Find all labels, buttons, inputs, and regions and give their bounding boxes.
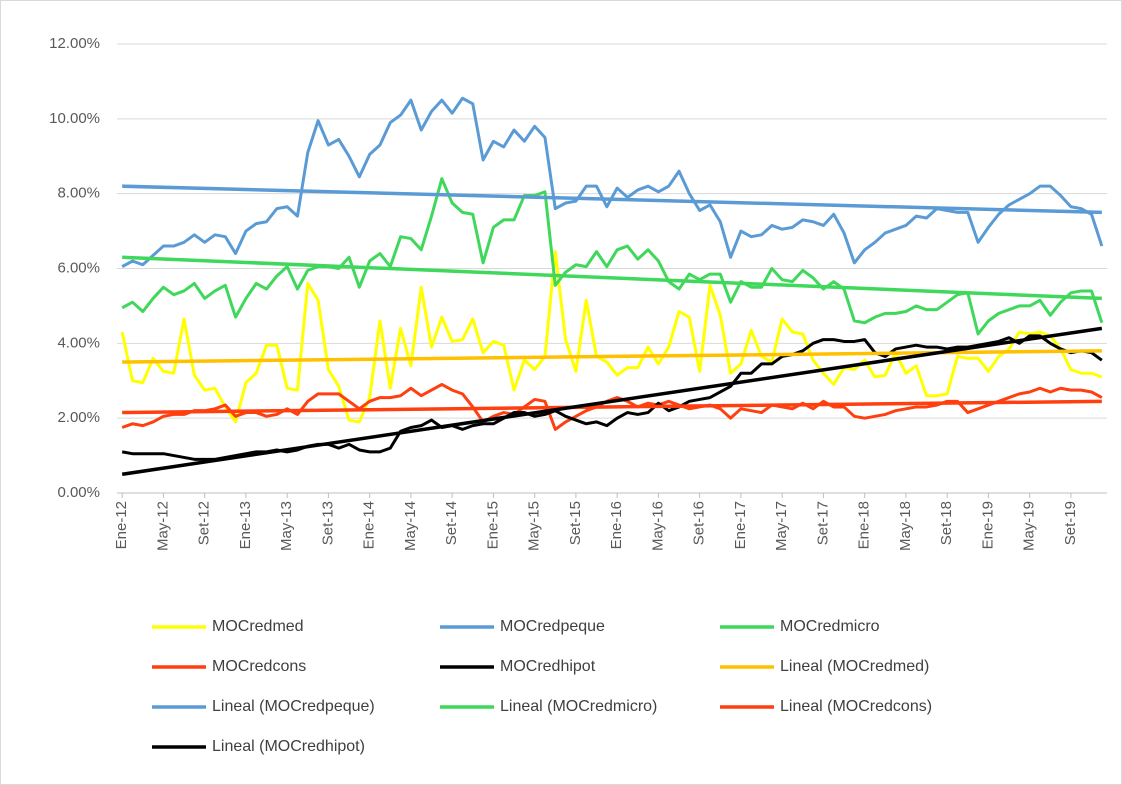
x-tick-label: May-15 <box>526 501 543 551</box>
x-tick-label: Set-18 <box>938 501 955 545</box>
trend-line <box>122 255 1102 301</box>
legend-label: MOCredpeque <box>500 618 605 635</box>
trend-line <box>122 184 1102 215</box>
legend-label: Lineal (MOCredpeque) <box>212 698 375 715</box>
x-tick-label: Ene-17 <box>732 501 749 549</box>
legend-label: MOCredmicro <box>780 618 880 635</box>
y-tick-label: 12.00% <box>49 35 100 52</box>
legend: MOCredmed MOCredpeque MOCredmicro MOCredcon… <box>152 618 932 755</box>
legend-label: Lineal (MOCredhipot) <box>212 738 365 755</box>
x-tick-label: May-12 <box>154 501 171 551</box>
x-tick-label: Ene-12 <box>113 501 130 549</box>
x-tick-label: Ene-15 <box>484 501 501 549</box>
x-tick-label: Ene-16 <box>608 501 625 549</box>
x-tick-label: Set-16 <box>691 501 708 545</box>
x-tick-label: Set-12 <box>196 501 213 545</box>
y-tick-label: 6.00% <box>57 259 100 276</box>
trend-line <box>122 399 1102 415</box>
series-line <box>121 177 1104 336</box>
x-tick-label: Set-13 <box>319 501 336 545</box>
x-tick-label: May-13 <box>278 501 295 551</box>
trend-line <box>121 326 1103 477</box>
x-tick-label: May-17 <box>773 501 790 551</box>
legend-label: MOCredmed <box>212 618 304 635</box>
series-line <box>120 250 1103 424</box>
x-tick-label: Set-19 <box>1062 501 1079 545</box>
x-tick-label: Set-15 <box>567 501 584 545</box>
x-tick-label: May-19 <box>1021 501 1038 551</box>
x-tick-label: Ene-19 <box>979 501 996 549</box>
x-tick-label: Ene-13 <box>237 501 254 549</box>
x-tick-label: Ene-18 <box>856 501 873 549</box>
legend-label: Lineal (MOCredmed) <box>780 658 929 675</box>
legend-label: Lineal (MOCredcons) <box>780 698 932 715</box>
x-tick-label: Set-14 <box>443 501 460 545</box>
y-tick-label: 10.00% <box>49 110 100 127</box>
legend-label: MOCredhipot <box>500 658 596 675</box>
y-tick-label: 0.00% <box>57 484 100 501</box>
y-tick-label: 4.00% <box>57 334 100 351</box>
y-tick-label: 2.00% <box>57 409 100 426</box>
x-tick-label: Set-17 <box>814 501 831 545</box>
legend-label: MOCredcons <box>212 658 306 675</box>
x-tick-label: May-18 <box>897 501 914 551</box>
legend-label: Lineal (MOCredmicro) <box>500 698 657 715</box>
x-tick-label: Ene-14 <box>361 501 378 549</box>
x-tick-label: May-16 <box>649 501 666 551</box>
x-tick-label: May-14 <box>402 501 419 551</box>
y-tick-label: 8.00% <box>57 185 100 202</box>
